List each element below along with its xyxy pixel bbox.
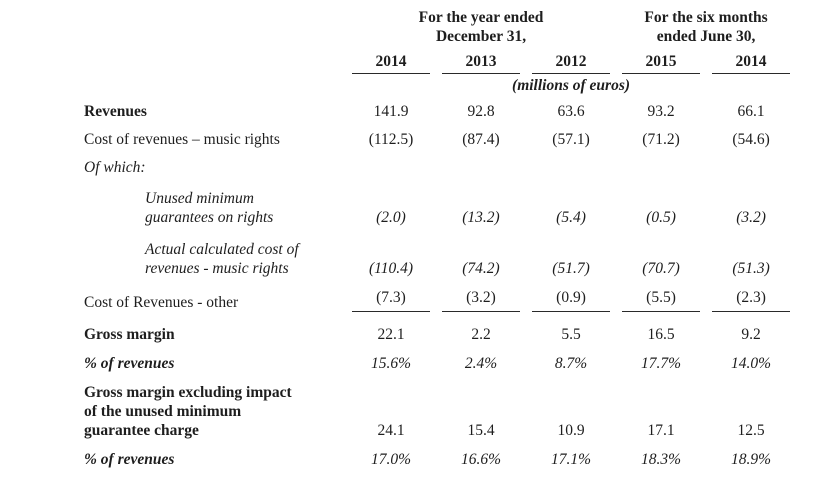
value-cell: (54.6)	[732, 131, 770, 148]
row-label: Cost of Revenues - other	[84, 294, 239, 311]
value-cell: 2.2	[471, 326, 491, 343]
value-cell: (87.4)	[462, 131, 500, 148]
value-cell: (3.2)	[736, 209, 766, 226]
value-cell: 8.7%	[554, 355, 588, 372]
value-cell: 93.2	[647, 103, 675, 120]
value-cell: 15.4	[467, 422, 495, 439]
value-cell: (5.5)	[616, 278, 706, 312]
table-row-cost-of-revenues-other: Cost of Revenues - other (7.3) (3.2) (0.…	[84, 278, 796, 312]
value-cell: 18.9%	[731, 451, 772, 468]
row-label: Revenues	[84, 103, 147, 120]
value-cell: 16.6%	[460, 451, 502, 468]
row-label: % of revenues	[84, 451, 175, 468]
value-cell: 10.9	[557, 422, 585, 439]
value-cell: 2.4%	[464, 355, 498, 372]
value-cell: 22.1	[377, 326, 405, 343]
financial-results-table: For the year ended December 31, For the …	[84, 8, 796, 469]
value-cell: 12.5	[737, 422, 765, 439]
value-cell: (112.5)	[368, 131, 414, 148]
value-cell: 17.1%	[550, 451, 592, 468]
row-label: Of which:	[84, 159, 146, 176]
table-row-revenues: Revenues 141.9 92.8 63.6 93.2 66.1	[84, 96, 796, 121]
value-cell: (74.2)	[462, 260, 500, 277]
value-cell: (0.9)	[526, 278, 616, 312]
value-cell: 14.0%	[731, 355, 772, 372]
value-cell: 15.6%	[370, 355, 412, 372]
value-cell	[436, 149, 526, 177]
value-cell: 92.8	[467, 103, 495, 120]
value-cell: (57.1)	[552, 131, 590, 148]
table-row-cost-of-revenues-music-rights: Cost of revenues – music rights (112.5) …	[84, 121, 796, 149]
value-cell: 17.1	[647, 422, 675, 439]
value-cell: (70.7)	[642, 260, 680, 277]
value-cell	[616, 149, 706, 177]
row-label: % of revenues	[84, 355, 175, 372]
table-row-gross-margin-excluding: Gross margin excluding impact of the unu…	[84, 373, 796, 440]
year-column-header: 2012	[526, 49, 616, 74]
value-cell: 18.3%	[641, 451, 682, 468]
year-column-header: 2015	[616, 49, 706, 74]
units-note: (millions of euros)	[512, 77, 631, 94]
header-spacer	[84, 74, 346, 96]
units-row: (millions of euros)	[84, 74, 796, 96]
table-row-actual-calculated-cost: Actual calculated cost of revenues - mus…	[84, 227, 796, 278]
table-row-gross-margin: Gross margin 22.1 2.2 5.5 16.5 9.2	[84, 312, 796, 344]
value-cell	[706, 149, 796, 177]
year-column-header: 2014	[706, 49, 796, 74]
value-cell: 9.2	[741, 326, 761, 343]
value-cell: (2.0)	[376, 209, 406, 226]
value-cell: 63.6	[557, 103, 585, 120]
value-cell: (71.2)	[642, 131, 680, 148]
year-column-header: 2014	[346, 49, 436, 74]
value-cell: 17.0%	[370, 451, 412, 468]
table-row-percent-of-revenues: % of revenues 15.6% 2.4% 8.7% 17.7% 14.0…	[84, 344, 796, 373]
table-row-of-which: Of which:	[84, 149, 796, 177]
header-spacer	[84, 8, 346, 49]
value-cell: 141.9	[373, 103, 409, 120]
row-label: Gross margin excluding impact of the unu…	[84, 384, 292, 439]
value-cell: (3.2)	[436, 278, 526, 312]
value-cell: (7.3)	[346, 278, 436, 312]
value-cell: 16.5	[647, 326, 675, 343]
value-cell: (110.4)	[368, 260, 414, 277]
year-header-row: 2014 2013 2012 2015 2014	[84, 49, 796, 74]
value-cell: 24.1	[377, 422, 405, 439]
year-column-header: 2013	[436, 49, 526, 74]
header-spacer	[84, 49, 346, 74]
value-cell	[526, 149, 616, 177]
value-cell: (5.4)	[556, 209, 586, 226]
period-group-header-row: For the year ended December 31, For the …	[84, 8, 796, 49]
row-label: Actual calculated cost of revenues - mus…	[145, 241, 299, 277]
value-cell: (51.7)	[552, 260, 590, 277]
value-cell: 5.5	[561, 326, 581, 343]
value-cell: (2.3)	[706, 278, 796, 312]
value-cell: 66.1	[737, 103, 765, 120]
row-label: Gross margin	[84, 326, 175, 343]
row-label: Unused minimum guarantees on rights	[145, 190, 274, 226]
value-cell: (13.2)	[462, 209, 500, 226]
row-label: Cost of revenues – music rights	[84, 131, 280, 148]
value-cell: (51.3)	[732, 260, 770, 277]
value-cell	[346, 149, 436, 177]
period-group-header-six-months: For the six months ended June 30,	[644, 9, 768, 45]
table-row-unused-minimum-guarantees: Unused minimum guarantees on rights (2.0…	[84, 177, 796, 227]
table-row-percent-of-revenues: % of revenues 17.0% 16.6% 17.1% 18.3% 18…	[84, 440, 796, 469]
period-group-header-year-ended: For the year ended December 31,	[418, 9, 544, 45]
value-cell: (0.5)	[646, 209, 676, 226]
value-cell: 17.7%	[641, 355, 682, 372]
